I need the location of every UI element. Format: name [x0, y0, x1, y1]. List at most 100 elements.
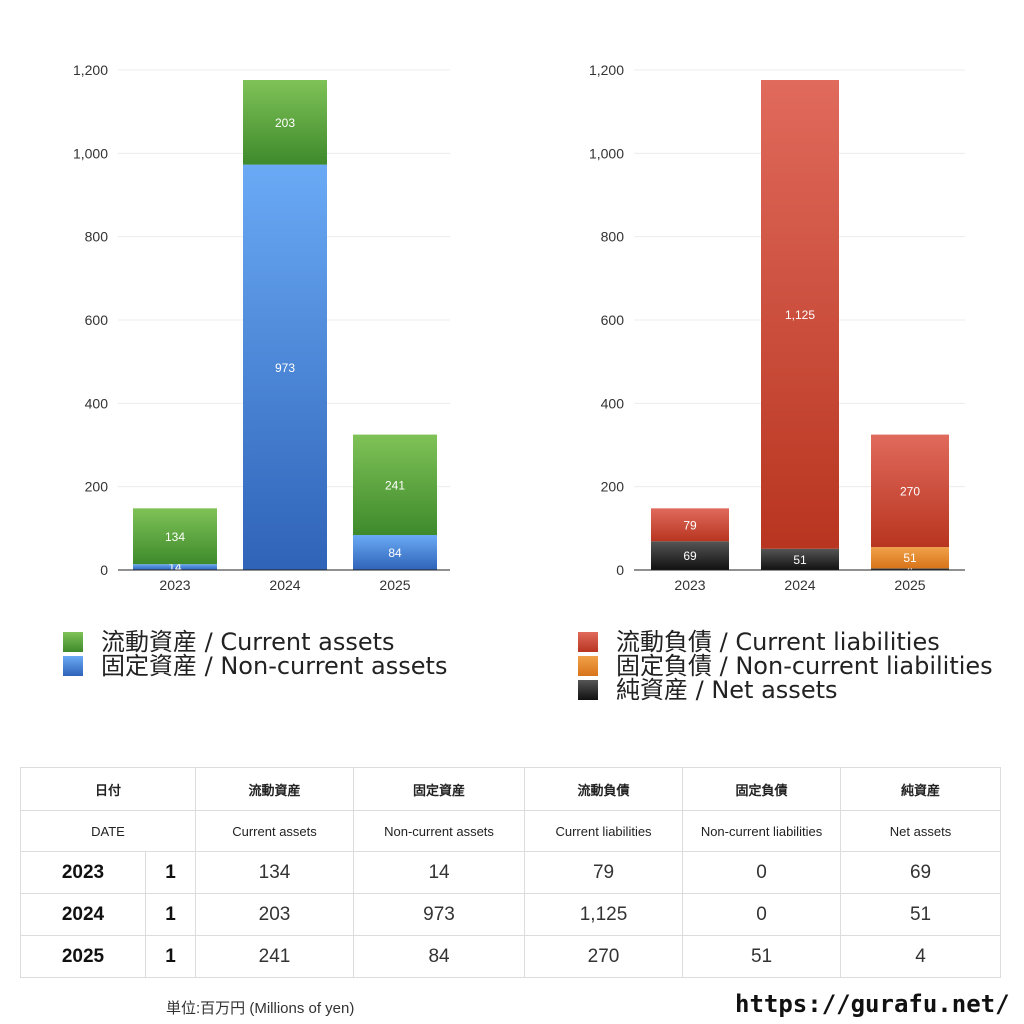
header-noncurrent-assets-en: Non-current assets — [353, 810, 526, 852]
data-label: 84 — [388, 546, 402, 560]
bar-segment — [651, 541, 729, 570]
unit-note: 単位:百万円 (Millions of yen) — [166, 1000, 355, 1017]
y-tick-label: 0 — [616, 562, 624, 578]
cell-noncurrent-liabilities: 0 — [682, 851, 842, 894]
row-month: 1 — [144, 893, 197, 936]
y-tick-label: 800 — [601, 229, 625, 245]
cell-noncurrent-liabilities: 0 — [682, 893, 842, 936]
cell-noncurrent-assets: 973 — [353, 893, 526, 936]
bar-segment — [871, 568, 949, 570]
x-tick-label: 2024 — [269, 577, 300, 593]
legend-item: 流動負債 / Current liabilities — [578, 630, 993, 654]
y-tick-label: 800 — [85, 229, 109, 245]
bar-segment — [243, 164, 327, 571]
legend-swatch — [63, 656, 83, 676]
legend-swatch — [578, 656, 598, 676]
y-tick-label: 1,000 — [73, 145, 108, 161]
cell-net-assets: 4 — [840, 935, 1002, 978]
table-header-jp: 日付 流動資産 固定資産 流動負債 固定負債 純資産 — [19, 767, 1002, 811]
header-noncurrent-liabilities-en: Non-current liabilities — [682, 810, 842, 852]
row-year: 2023 — [20, 851, 146, 894]
legend-label: 流動負債 / Current liabilities — [616, 628, 940, 656]
header-current-liabilities-jp: 流動負債 — [524, 767, 684, 811]
cell-net-assets: 69 — [840, 851, 1002, 894]
cell-net-assets: 51 — [840, 893, 1002, 936]
table-row: 2025 1 241 84 270 51 4 — [20, 935, 1002, 978]
bar-segment — [133, 508, 217, 565]
data-label: 79 — [683, 518, 697, 532]
header-net-assets-en: Net assets — [840, 810, 1002, 852]
data-label: 203 — [275, 116, 295, 130]
row-month: 1 — [144, 935, 197, 978]
data-label: 1,125 — [785, 308, 815, 322]
x-tick-label: 2023 — [674, 577, 705, 593]
cell-current-liabilities: 79 — [524, 851, 684, 894]
y-tick-label: 600 — [85, 312, 109, 328]
cell-current-assets: 241 — [195, 935, 355, 978]
legend-liabilities: 流動負債 / Current liabilities 固定負債 / Non-cur… — [578, 630, 993, 702]
y-tick-label: 200 — [601, 479, 625, 495]
y-tick-label: 600 — [601, 312, 625, 328]
y-tick-label: 200 — [85, 479, 109, 495]
header-date-en: DATE — [19, 810, 197, 852]
data-label: 51 — [793, 553, 807, 567]
bar-segment — [761, 548, 839, 570]
bar-segment — [243, 80, 327, 165]
bar-segment — [651, 508, 729, 542]
data-label: 270 — [900, 484, 920, 498]
cell-noncurrent-assets: 84 — [353, 935, 526, 978]
y-tick-label: 1,200 — [589, 62, 624, 78]
row-month: 1 — [144, 851, 197, 894]
header-current-assets-jp: 流動資産 — [195, 767, 355, 811]
legend-item: 流動資産 / Current assets — [63, 630, 447, 654]
x-tick-label: 2024 — [784, 577, 815, 593]
bar-segment — [871, 547, 949, 569]
cell-current-assets: 203 — [195, 893, 355, 936]
data-label: 973 — [275, 361, 295, 375]
x-tick-label: 2025 — [379, 577, 410, 593]
legend-label: 流動資産 / Current assets — [101, 628, 395, 656]
legend-swatch — [578, 632, 598, 652]
header-date-jp: 日付 — [19, 767, 197, 811]
header-net-assets-jp: 純資産 — [840, 767, 1002, 811]
row-year: 2025 — [20, 935, 146, 978]
legend-label: 純資産 / Net assets — [616, 676, 838, 704]
cell-current-assets: 134 — [195, 851, 355, 894]
y-tick-label: 0 — [100, 562, 108, 578]
header-current-liabilities-en: Current liabilities — [524, 810, 684, 852]
table-row: 2024 1 203 973 1,125 0 51 — [20, 893, 1002, 936]
x-tick-label: 2025 — [894, 577, 925, 593]
data-label: 134 — [165, 530, 185, 544]
legend-item: 純資産 / Net assets — [578, 678, 993, 702]
data-table: 日付 流動資産 固定資産 流動負債 固定負債 純資産 DATE Current … — [19, 767, 1002, 978]
header-current-assets-en: Current assets — [195, 810, 355, 852]
site-link[interactable]: https://gurafu.net/ — [735, 990, 1010, 1018]
legend-label: 固定負債 / Non-current liabilities — [616, 652, 993, 680]
y-tick-label: 400 — [601, 395, 625, 411]
table-row: 2023 1 134 14 79 0 69 — [20, 851, 1002, 894]
legend-item: 固定負債 / Non-current liabilities — [578, 654, 993, 678]
y-tick-label: 400 — [85, 395, 109, 411]
bar-segment — [353, 535, 437, 570]
data-label: 69 — [683, 549, 697, 563]
bar-segment — [133, 564, 217, 570]
table-header-en: DATE Current assets Non-current assets C… — [19, 810, 1002, 852]
y-tick-label: 1,000 — [589, 145, 624, 161]
header-noncurrent-assets-jp: 固定資産 — [353, 767, 526, 811]
data-label: 51 — [903, 551, 917, 565]
legend-item: 固定資産 / Non-current assets — [63, 654, 447, 678]
bar-segment — [761, 80, 839, 549]
row-year: 2024 — [20, 893, 146, 936]
header-noncurrent-liabilities-jp: 固定負債 — [682, 767, 842, 811]
bar-segment — [353, 434, 437, 535]
legend-label: 固定資産 / Non-current assets — [101, 652, 448, 680]
legend-assets: 流動資産 / Current assets 固定資産 / Non-current … — [63, 630, 447, 678]
x-tick-label: 2023 — [159, 577, 190, 593]
legend-swatch — [63, 632, 83, 652]
charts-canvas: 02004006008001,0001,20014134202397320320… — [73, 62, 965, 593]
data-label: 241 — [385, 478, 405, 492]
y-tick-label: 1,200 — [73, 62, 108, 78]
cell-noncurrent-assets: 14 — [353, 851, 526, 894]
cell-noncurrent-liabilities: 51 — [682, 935, 842, 978]
cell-current-liabilities: 270 — [524, 935, 684, 978]
